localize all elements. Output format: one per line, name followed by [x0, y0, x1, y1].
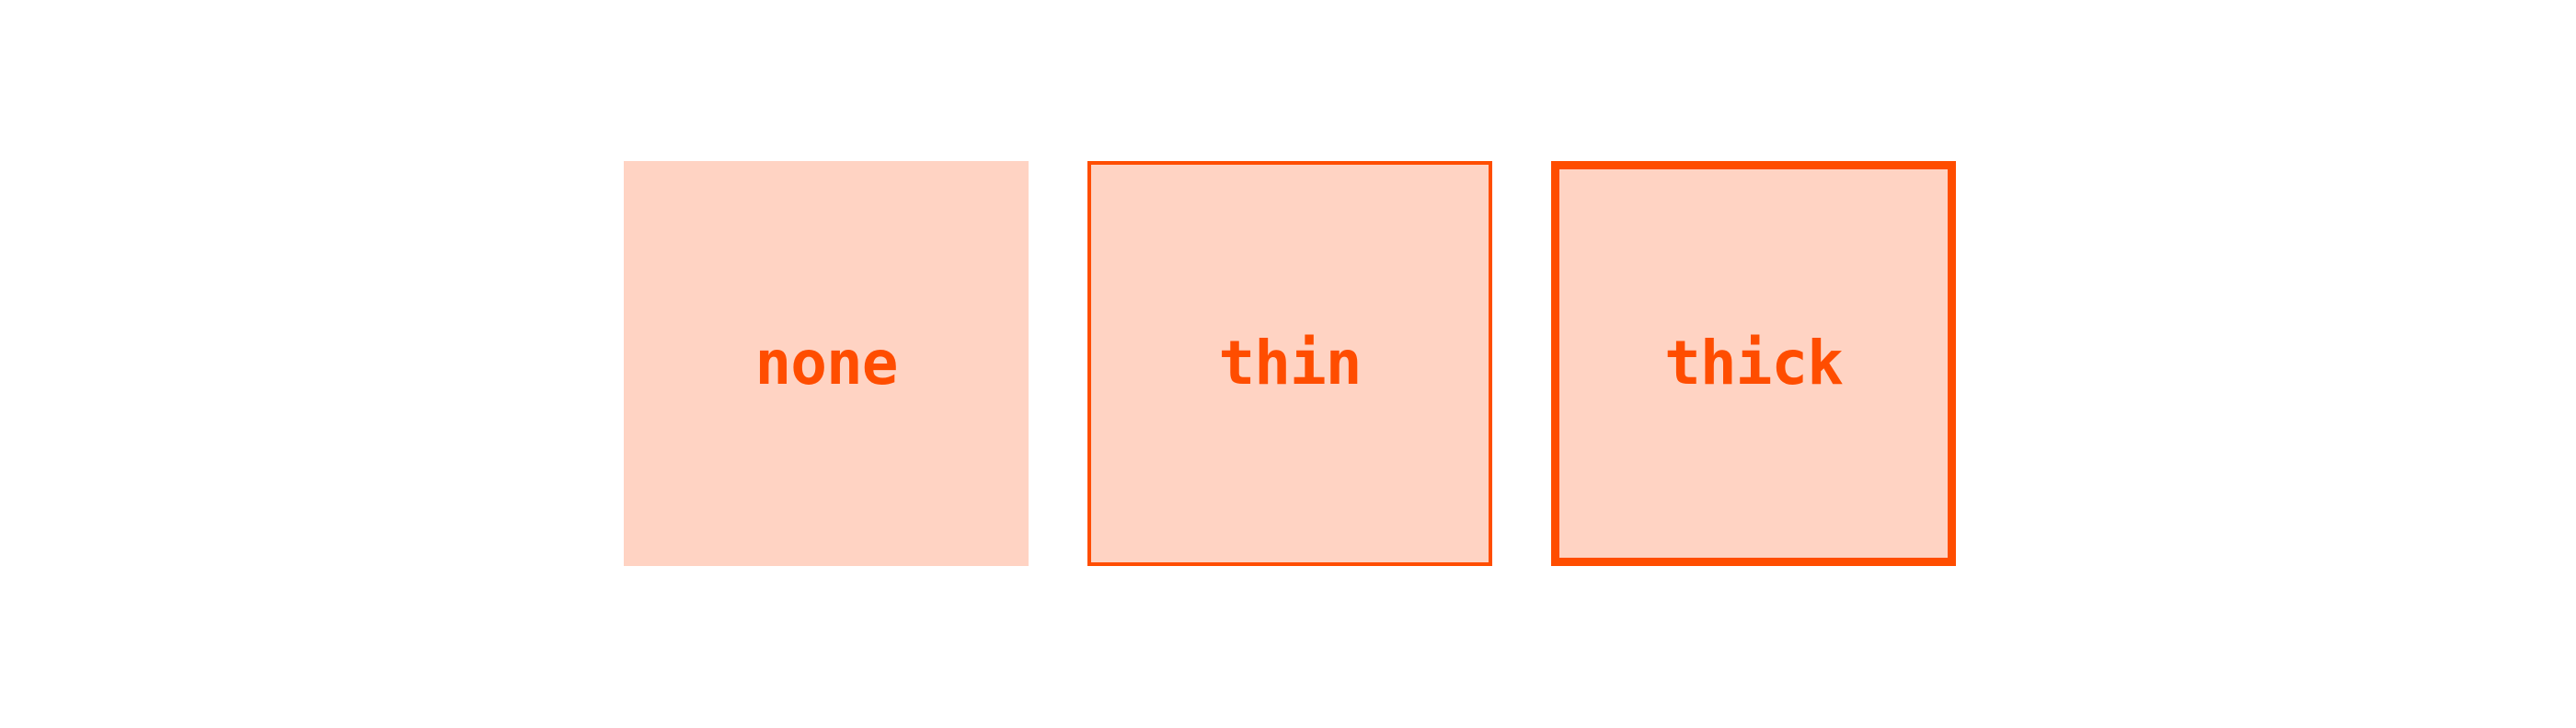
border-thick-label: thick — [1664, 328, 1844, 399]
border-thin-label: thin — [1218, 328, 1363, 399]
border-none-label: none — [754, 328, 899, 399]
border-thin-swatch: thin — [1087, 161, 1492, 566]
border-none-swatch: none — [624, 161, 1029, 566]
border-thick-swatch: thick — [1551, 161, 1956, 566]
